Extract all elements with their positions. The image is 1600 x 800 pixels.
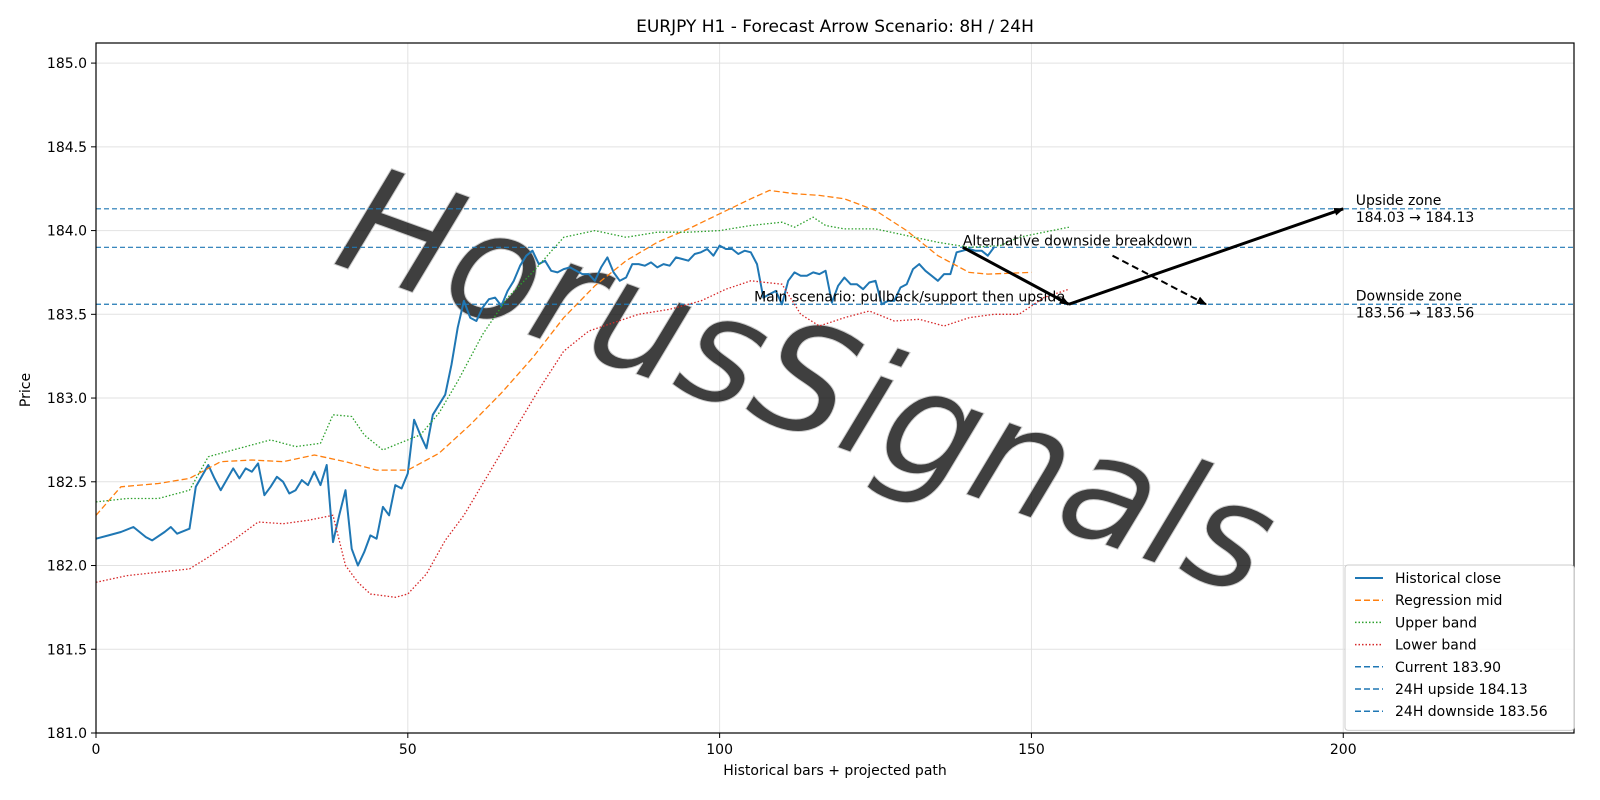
legend-label: 24H upside 184.13	[1395, 682, 1528, 698]
zone-annotation-line: Upside zone	[1356, 193, 1442, 209]
alt-scenario-label: Alternative downside breakdown	[963, 233, 1193, 249]
y-tick-label: 184.5	[47, 140, 87, 156]
x-tick-label: 0	[92, 742, 101, 758]
chart-title: EURJPY H1 - Forecast Arrow Scenario: 8H …	[636, 17, 1034, 37]
series-upper-band	[95, 216, 1070, 503]
scenario-arrows: Main scenario: pullback/support then ups…	[754, 207, 1345, 306]
zone-annotation-line: Downside zone	[1356, 288, 1462, 304]
x-tick-label: 50	[399, 742, 417, 758]
legend-label: Historical close	[1395, 571, 1501, 587]
plot-frame	[95, 42, 1575, 734]
legend-label: Regression mid	[1395, 593, 1502, 609]
scenario-arrow-segment	[1068, 207, 1345, 306]
y-tick-label: 184.0	[47, 224, 87, 240]
y-axis-label: Price	[18, 373, 34, 407]
scenario-arrow-segment	[962, 245, 1070, 306]
x-tick-label: 100	[706, 742, 733, 758]
x-axis-label: Historical bars + projected path	[723, 763, 947, 779]
x-tick-label: 150	[1018, 742, 1045, 758]
legend-label: Lower band	[1395, 638, 1477, 654]
y-tick-label: 181.5	[47, 642, 87, 658]
x-tick-label: 200	[1330, 742, 1357, 758]
y-tick-label: 183.0	[47, 391, 87, 407]
y-tick-label: 181.0	[47, 726, 87, 742]
legend-label: Current 183.90	[1395, 660, 1501, 676]
y-tick-label: 182.5	[47, 475, 87, 491]
zone-annotation-line: 184.03 → 184.13	[1356, 210, 1475, 226]
series-historical-close	[95, 244, 995, 567]
y-tick-label: 182.0	[47, 559, 87, 575]
legend-box	[1344, 564, 1575, 731]
main-scenario-label: Main scenario: pullback/support then ups…	[754, 289, 1065, 305]
series-group	[95, 189, 1070, 598]
scenario-arrow-segment	[1112, 254, 1207, 306]
reference-lines	[96, 208, 1574, 305]
zone-annotation-line: 183.56 → 183.56	[1356, 305, 1475, 321]
legend: Historical close Regression mid Upper band…	[1344, 564, 1575, 731]
axis-ticks: 0 50 100 150 200 181.0 181.5 182.0 182.5 183.0 183…	[47, 56, 1357, 758]
legend-label: Upper band	[1395, 615, 1477, 631]
y-tick-label: 185.0	[47, 56, 87, 72]
y-tick-label: 183.5	[47, 307, 87, 323]
grid	[95, 43, 1574, 734]
legend-label: 24H downside 183.56	[1395, 704, 1548, 720]
